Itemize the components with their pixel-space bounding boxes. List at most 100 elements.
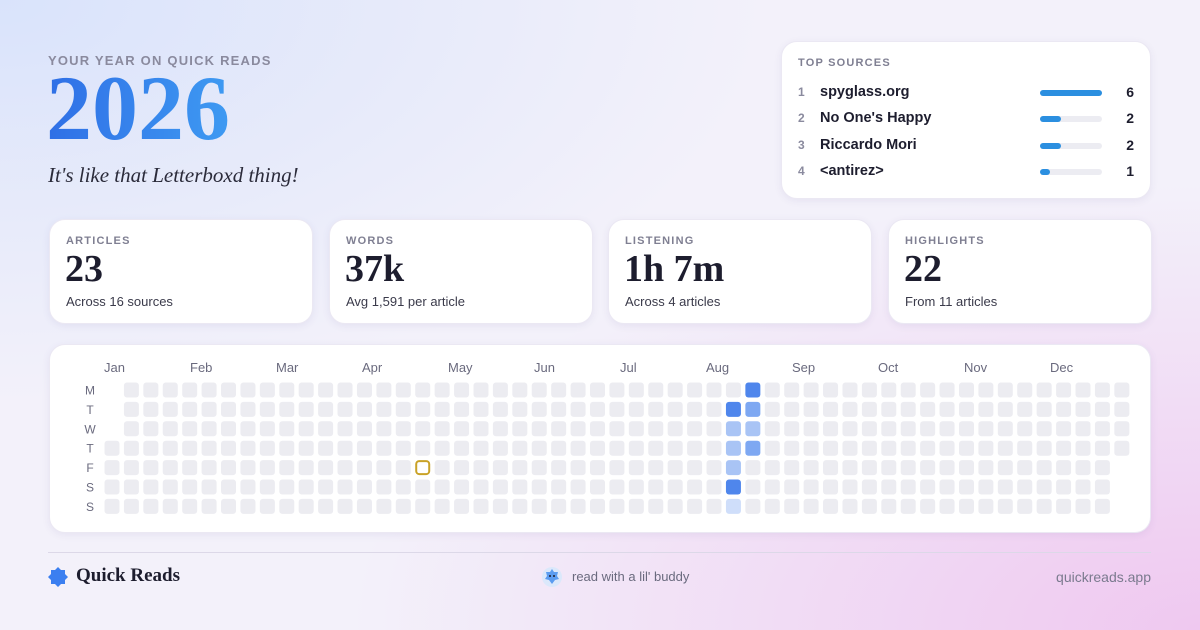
source-name: No One's Happy <box>820 110 932 127</box>
day-cell <box>687 421 703 437</box>
day-cell <box>240 440 256 456</box>
day-cell <box>415 401 431 417</box>
day-cell <box>628 382 644 398</box>
source-rank: 2 <box>798 111 805 126</box>
day-cell <box>1075 460 1091 476</box>
stat-card: WORDS 37k Avg 1,591 per article <box>329 219 593 324</box>
day-cell <box>221 382 237 398</box>
day-cell <box>531 460 547 476</box>
day-cell <box>1075 498 1091 514</box>
day-cell <box>240 421 256 437</box>
divider <box>48 552 1151 553</box>
day-cell <box>687 440 703 456</box>
day-cell <box>512 382 528 398</box>
day-cell <box>997 421 1013 437</box>
day-cell <box>1114 382 1130 398</box>
day-cell <box>628 479 644 495</box>
month-label: Jan <box>104 360 125 375</box>
day-cell <box>784 479 800 495</box>
day-cell <box>162 401 178 417</box>
day-cell <box>279 479 295 495</box>
stat-value: 22 <box>904 248 942 290</box>
day-cell <box>298 460 314 476</box>
day-cell <box>1094 479 1110 495</box>
day-cell <box>667 460 683 476</box>
day-cell <box>434 382 450 398</box>
day-cell <box>434 440 450 456</box>
day-cell <box>415 479 431 495</box>
footer-url[interactable]: quickreads.app <box>1056 569 1151 585</box>
day-cell <box>1056 401 1072 417</box>
day-cell <box>1114 401 1130 417</box>
source-count: 2 <box>1126 136 1134 153</box>
stat-value: 37k <box>345 248 405 290</box>
day-cell <box>570 421 586 437</box>
day-cell <box>123 382 139 398</box>
day-cell <box>259 382 275 398</box>
day-cell <box>492 440 508 456</box>
day-cell <box>725 401 741 417</box>
day-cell <box>221 401 237 417</box>
day-cell <box>415 421 431 437</box>
stat-card: HIGHLIGHTS 22 From 11 articles <box>888 219 1152 324</box>
day-cell <box>784 440 800 456</box>
day-cell <box>803 440 819 456</box>
day-cell <box>939 382 955 398</box>
day-cell <box>1036 460 1052 476</box>
day-cell <box>939 421 955 437</box>
day-cell <box>590 440 605 456</box>
buddy-icon <box>542 567 562 587</box>
day-cell <box>706 479 722 495</box>
day-cell <box>667 440 683 456</box>
day-cell <box>803 479 819 495</box>
day-cell <box>764 401 780 417</box>
day-cell <box>784 460 800 476</box>
day-cell <box>473 440 489 456</box>
bar <box>1040 116 1061 123</box>
day-cell <box>473 401 489 417</box>
day-cell <box>182 498 198 514</box>
top-sources-card: TOP SOURCES 1 spyglass.org 6 2 No One's Happ… <box>781 41 1151 199</box>
day-cell <box>143 460 159 476</box>
day-cell <box>784 401 800 417</box>
day-cell <box>823 401 839 417</box>
day-cell <box>356 460 372 476</box>
month-label: Aug <box>706 360 729 375</box>
day-cell <box>1017 401 1033 417</box>
day-cell <box>764 460 780 476</box>
day-cell <box>881 401 897 417</box>
day-cell <box>803 421 819 437</box>
day-cell <box>1056 440 1072 456</box>
day-cell <box>240 479 256 495</box>
day-cell <box>823 498 839 514</box>
day-cell <box>395 421 411 437</box>
day-cell <box>1094 382 1110 398</box>
day-cell <box>1075 479 1091 495</box>
day-cell <box>240 460 256 476</box>
day-cell <box>454 498 470 514</box>
day-label: S <box>86 481 94 495</box>
day-cell <box>318 498 334 514</box>
day-cell <box>958 498 974 514</box>
day-cell <box>958 421 974 437</box>
day-cell <box>590 460 605 476</box>
day-cell <box>1056 479 1072 495</box>
day-cell <box>861 498 877 514</box>
day-cell <box>1094 460 1110 476</box>
day-cell <box>240 498 256 514</box>
day-cell <box>1036 440 1052 456</box>
day-cell <box>182 479 198 495</box>
day-cell <box>162 421 178 437</box>
day-cell <box>162 460 178 476</box>
day-cell <box>492 479 508 495</box>
day-cell <box>318 440 334 456</box>
day-cell <box>143 440 159 456</box>
day-cell <box>978 479 994 495</box>
day-cell <box>259 421 275 437</box>
day-cell <box>823 479 839 495</box>
stat-card: ARTICLES 23 Across 16 sources <box>49 219 313 324</box>
day-cell <box>648 479 664 495</box>
day-cell <box>182 401 198 417</box>
day-cell <box>415 440 431 456</box>
